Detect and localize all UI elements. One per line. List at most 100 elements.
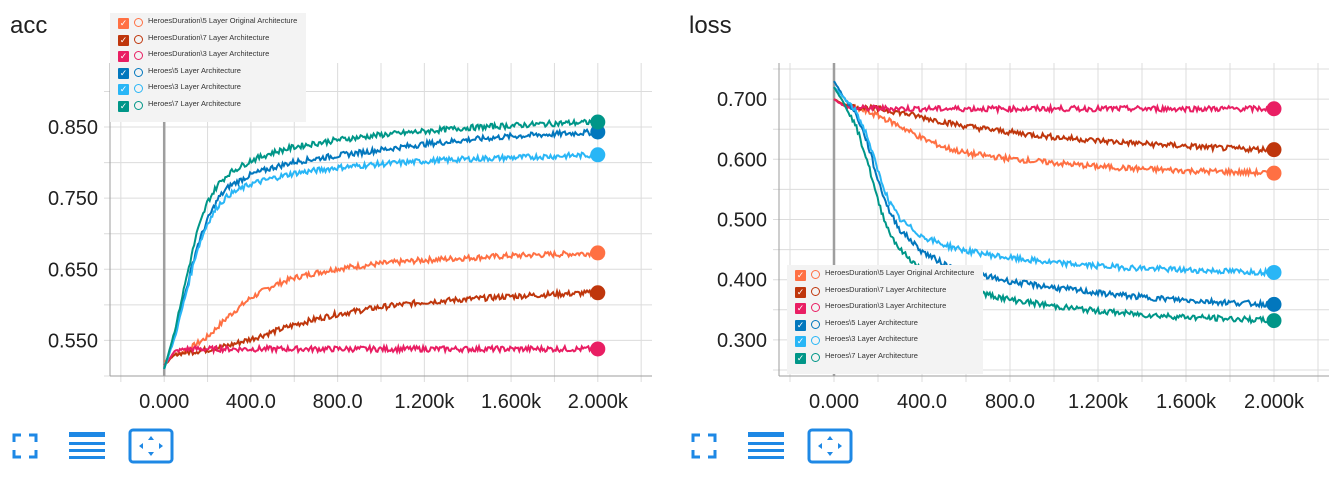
acc-series-line-5	[163, 117, 599, 370]
fit-domain-icon	[128, 428, 174, 464]
legend-checkbox[interactable]: ✓	[118, 100, 129, 112]
legend-label: HeroesDuration\3 Layer Architecture	[825, 301, 947, 310]
circle-icon	[134, 67, 143, 77]
acc-y-tick-label: 0.850	[48, 117, 98, 139]
loss-x-tick-label: 800.0	[985, 391, 1035, 413]
loss-series-line-1	[833, 98, 1275, 155]
legend-label: Heroes\5 Layer Architecture	[148, 65, 241, 75]
toggle-data-table-button[interactable]	[746, 429, 786, 463]
legend-item: ✓ HeroesDuration\5 Layer Original Archite…	[795, 268, 975, 286]
legend-label: Heroes\5 Layer Architecture	[825, 317, 918, 327]
loss-y-tick-label: 0.400	[717, 270, 767, 292]
acc-y-tick-label: 0.550	[48, 330, 98, 352]
legend-label: HeroesDuration\3 Layer Architecture	[148, 49, 270, 58]
loss-x-tick-label: 0.000	[809, 391, 859, 413]
circle-icon	[811, 352, 820, 362]
loss-series-line-0	[833, 98, 1274, 178]
loss-y-tick-label: 0.300	[717, 330, 767, 352]
toggle-data-table-button[interactable]	[67, 429, 107, 463]
loss-series-end-marker-0	[1266, 165, 1282, 181]
loss-series-line-2	[833, 98, 1275, 116]
legend-label: HeroesDuration\5 Layer Original Architec…	[825, 268, 975, 277]
acc-series-end-marker-0	[590, 245, 606, 261]
loss-series-end-marker-1	[1266, 142, 1282, 158]
acc-series-end-marker-5	[590, 114, 606, 130]
legend-label: Heroes\7 Layer Architecture	[825, 350, 918, 360]
legend-label: HeroesDuration\5 Layer Original Architec…	[148, 16, 298, 25]
circle-icon	[811, 319, 820, 329]
chart-title-loss: loss	[689, 12, 732, 39]
legend-label: HeroesDuration\7 Layer Architecture	[825, 284, 947, 294]
acc-legend: ✓ HeroesDuration\5 Layer Original Archite…	[110, 13, 306, 122]
loss-y-tick-label: 0.500	[717, 210, 767, 232]
legend-checkbox[interactable]: ✓	[118, 51, 129, 62]
acc-series-end-marker-2	[590, 341, 606, 357]
circle-icon	[134, 34, 143, 44]
loss-series-end-marker-3	[1266, 296, 1282, 312]
loss-x-tick-label: 2.000k	[1244, 391, 1305, 413]
legend-checkbox[interactable]: ✓	[118, 84, 129, 95]
legend-item: ✓ Heroes\5 Layer Architecture	[795, 317, 975, 336]
loss-toolbar	[689, 428, 853, 464]
fit-domain-button[interactable]	[807, 428, 853, 464]
loss-y-tick-label: 0.600	[717, 149, 767, 171]
loss-y-tick-label: 0.700	[717, 89, 767, 111]
legend-checkbox[interactable]: ✓	[118, 34, 129, 46]
acc-series-line-2	[163, 342, 599, 366]
fit-domain-button[interactable]	[128, 428, 174, 464]
legend-item: ✓ Heroes\3 Layer Architecture	[795, 334, 975, 352]
acc-x-tick-label: 0.000	[139, 391, 189, 413]
loss-series-end-marker-2	[1266, 101, 1282, 117]
fullscreen-icon	[691, 433, 717, 459]
circle-icon	[811, 303, 820, 312]
legend-checkbox[interactable]: ✓	[795, 336, 806, 347]
fullscreen-icon	[12, 433, 38, 459]
legend-checkbox[interactable]: ✓	[795, 319, 806, 331]
legend-item: ✓ HeroesDuration\7 Layer Architecture	[118, 33, 298, 51]
legend-checkbox[interactable]: ✓	[118, 67, 129, 79]
circle-icon	[134, 18, 143, 27]
acc-chart: 0.000 400.0 800.0 1.200k 1.600k 2.000k 0.550 0.…	[48, 63, 652, 413]
acc-chart-panel: acc 0.000 400.0 800.0 1.200k 1.600k 2.000k 0.5…	[0, 0, 668, 477]
legend-checkbox[interactable]: ✓	[795, 286, 806, 298]
loss-chart-panel: loss 0.000 400.0 800.0 1.200k 1.600k 2.000k 0.…	[669, 0, 1337, 477]
loss-x-tick-label: 400.0	[897, 391, 947, 413]
loss-chart: 0.000 400.0 800.0 1.200k 1.600k 2.000k 0.300 0.…	[717, 63, 1329, 413]
acc-x-tick-label: 800.0	[313, 391, 363, 413]
acc-series-line-0	[163, 249, 599, 363]
fullscreen-button[interactable]	[10, 431, 40, 461]
circle-icon	[134, 100, 143, 110]
loss-series-line-3	[833, 80, 1274, 309]
acc-series-line-4	[163, 150, 598, 370]
acc-series-line-1	[163, 287, 599, 366]
legend-checkbox[interactable]: ✓	[795, 303, 806, 314]
acc-x-tick-label: 1.200k	[394, 391, 455, 413]
chart-title-acc: acc	[10, 12, 48, 39]
legend-checkbox[interactable]: ✓	[118, 18, 129, 29]
data-table-icon	[69, 432, 105, 459]
legend-checkbox[interactable]: ✓	[795, 270, 806, 281]
acc-y-tick-label: 0.650	[48, 259, 98, 281]
circle-icon	[811, 270, 820, 279]
legend-item: ✓ HeroesDuration\5 Layer Original Archite…	[118, 16, 298, 34]
acc-series-end-marker-4	[590, 147, 606, 163]
acc-toolbar	[10, 428, 174, 464]
circle-icon	[134, 84, 143, 93]
legend-item: ✓ HeroesDuration\7 Layer Architecture	[795, 284, 975, 303]
fit-domain-icon	[807, 428, 853, 464]
legend-item: ✓ Heroes\5 Layer Architecture	[118, 65, 298, 84]
legend-item: ✓ Heroes\7 Layer Architecture	[118, 98, 298, 117]
legend-label: Heroes\3 Layer Architecture	[825, 334, 918, 343]
loss-series-line-4	[833, 86, 1275, 278]
legend-item: ✓ HeroesDuration\3 Layer Architecture	[118, 49, 298, 67]
loss-series-line-5	[833, 86, 1275, 325]
acc-x-tick-label: 400.0	[226, 391, 276, 413]
legend-label: Heroes\7 Layer Architecture	[148, 98, 241, 108]
acc-y-tick-label: 0.750	[48, 188, 98, 210]
fullscreen-button[interactable]	[689, 431, 719, 461]
loss-legend: ✓ HeroesDuration\5 Layer Original Archite…	[787, 265, 983, 374]
loss-series-end-marker-5	[1266, 313, 1282, 329]
data-table-icon	[748, 432, 784, 459]
acc-series-line-3	[163, 128, 599, 370]
legend-checkbox[interactable]: ✓	[795, 352, 806, 364]
